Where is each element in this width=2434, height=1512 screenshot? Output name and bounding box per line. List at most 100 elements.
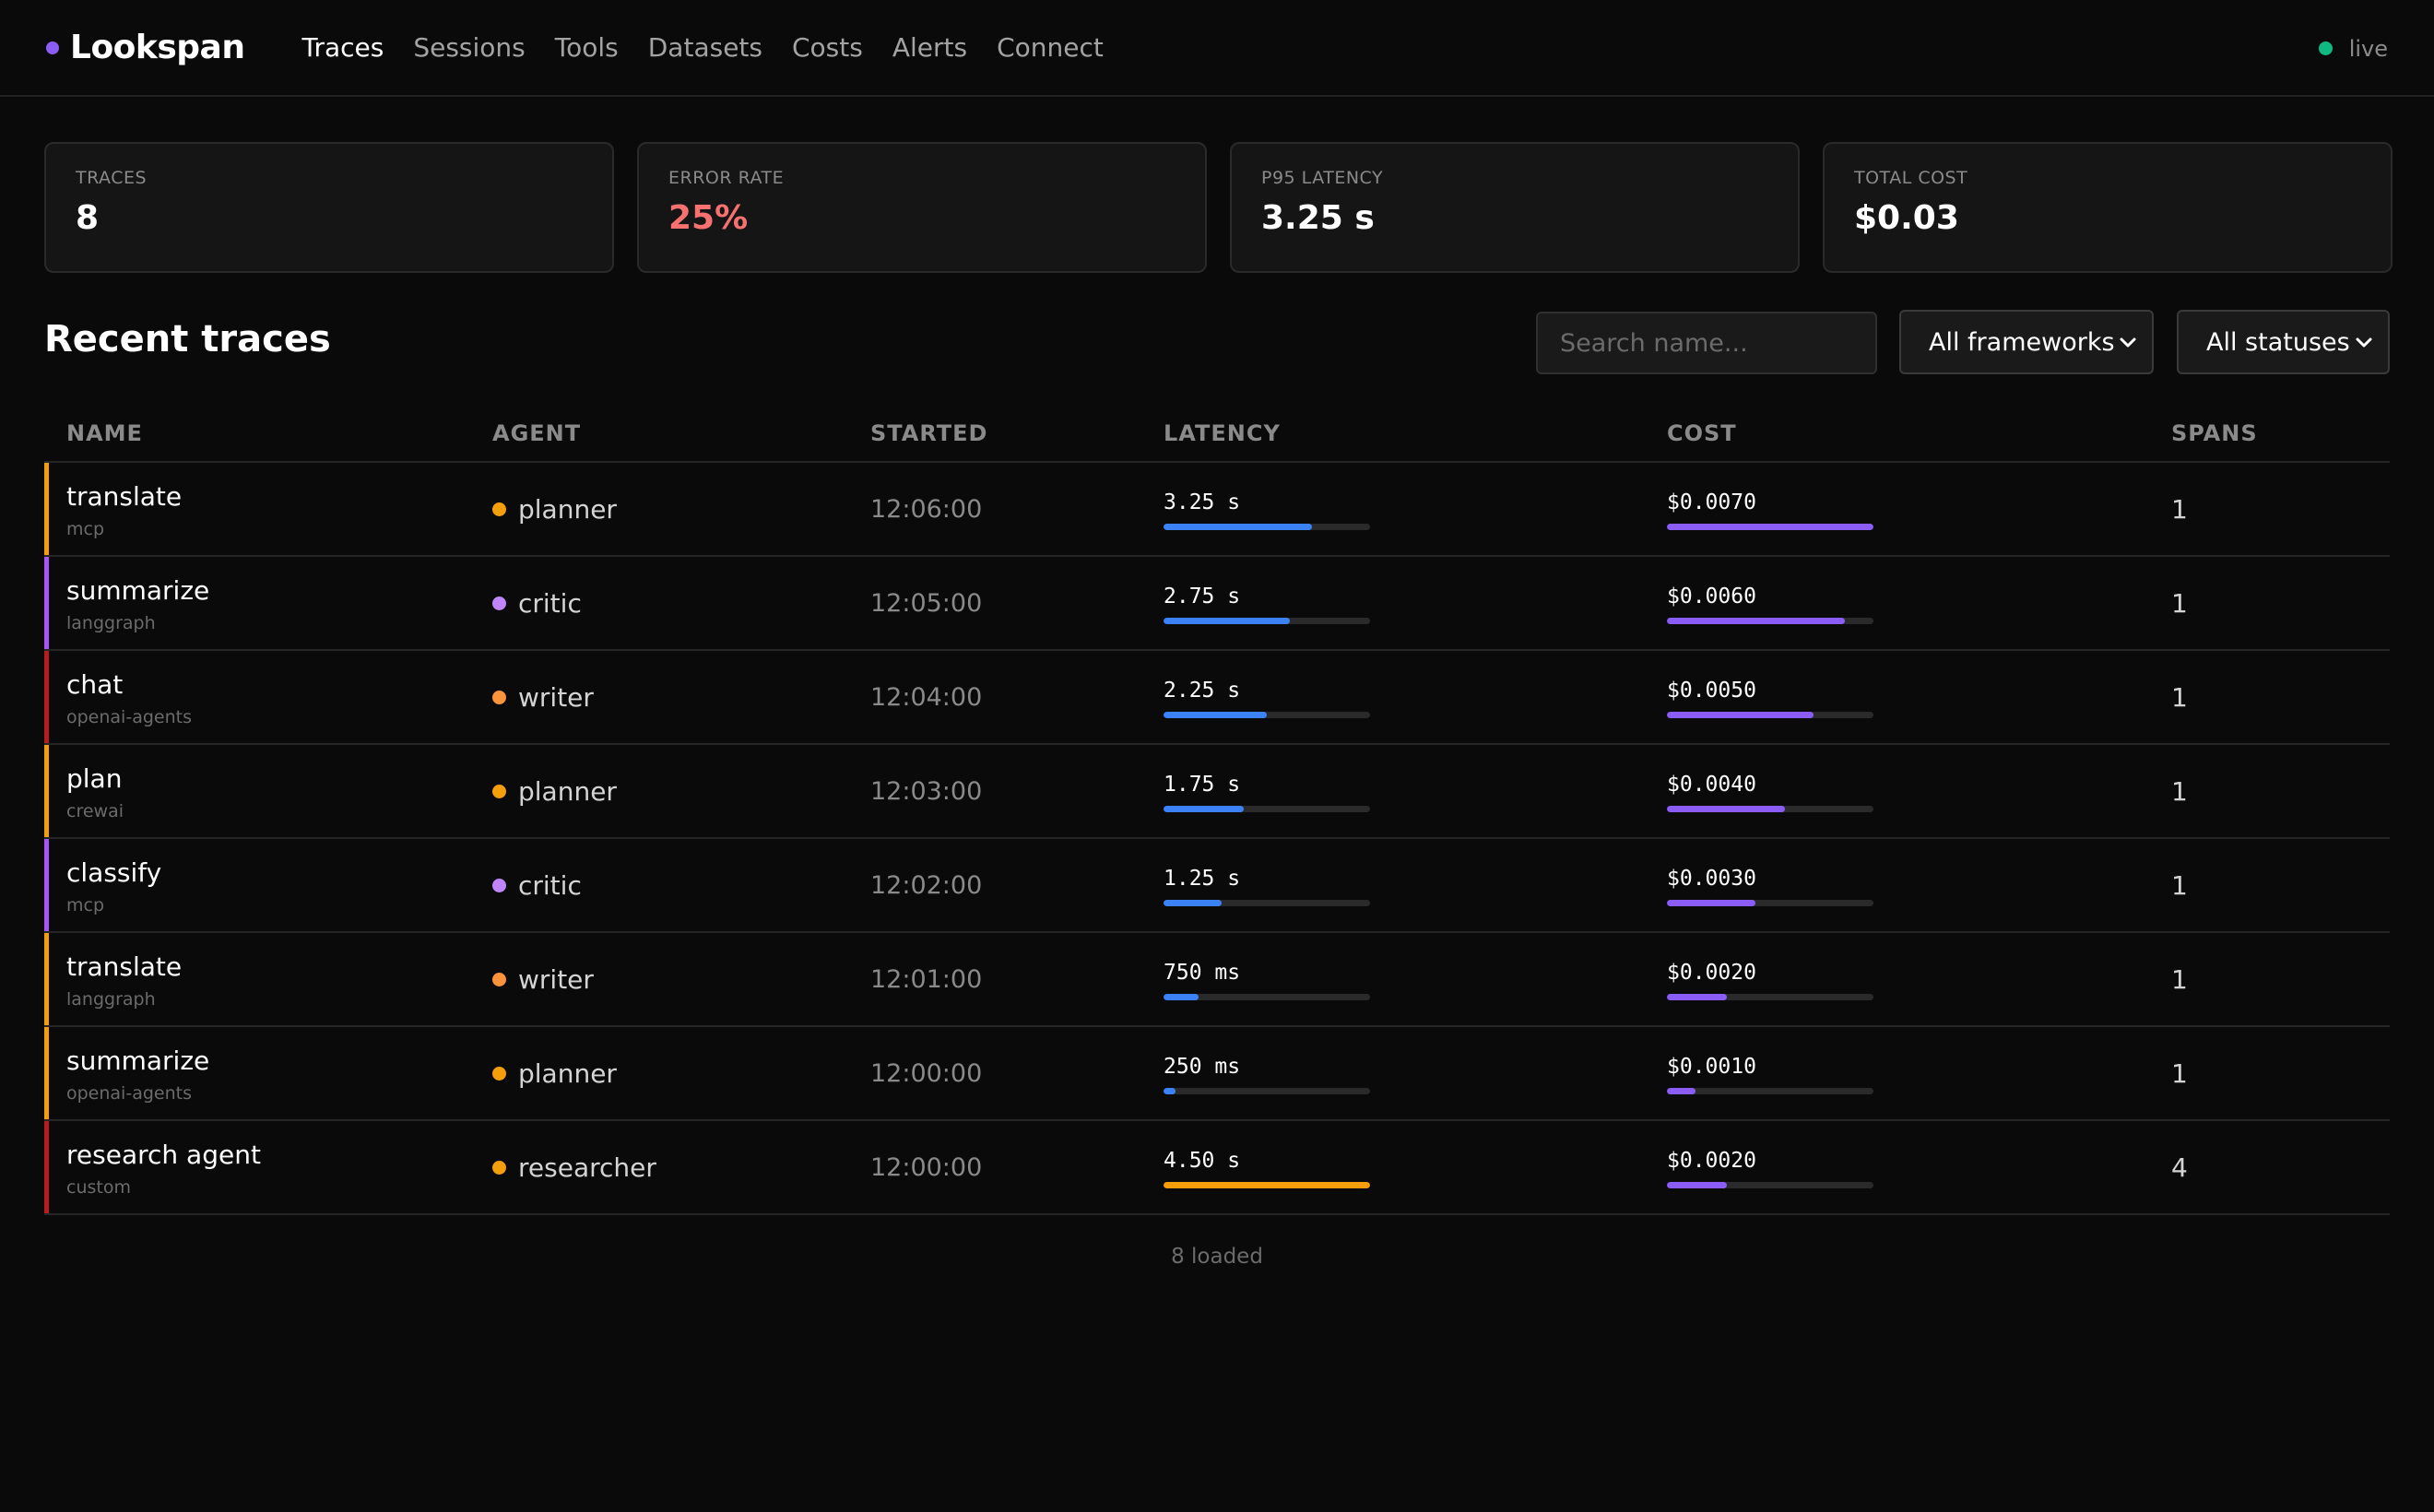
nav-item-datasets[interactable]: Datasets (647, 32, 762, 63)
trace-name-cell[interactable]: chat openai-agents (66, 669, 192, 727)
trace-framework: custom (66, 1177, 131, 1198)
latency-bar-track (1164, 900, 1370, 906)
agent-cell: critic (492, 839, 582, 931)
trace-name-cell[interactable]: classify mcp (66, 857, 161, 915)
trace-name-cell[interactable]: summarize openai-agents (66, 1045, 209, 1104)
latency-value: 4.50 s (1164, 1149, 1241, 1173)
chevron-down-icon (2120, 337, 2136, 348)
section-title: Recent traces (44, 318, 331, 360)
table-row[interactable]: chat openai-agents writer 12:04:00 2.25 s $0.… (44, 651, 2390, 745)
trace-name[interactable]: translate (66, 481, 183, 512)
trace-name[interactable]: summarize (66, 1045, 210, 1076)
stat-label: TRACES (76, 168, 148, 188)
latency-cell: 1.75 s (1164, 773, 1370, 812)
cost-bar (1667, 900, 1756, 906)
trace-name-cell[interactable]: translate mcp (66, 481, 182, 539)
status-accent-bar (44, 651, 49, 743)
cost-cell: $0.0040 (1667, 773, 1873, 812)
latency-bar (1164, 524, 1313, 530)
latency-cell: 3.25 s (1164, 490, 1370, 530)
table-row[interactable]: translate mcp planner 12:06:00 3.25 s $0.0070… (44, 463, 2390, 557)
stat-card-total-cost: TOTAL COST $0.03 (1823, 142, 2393, 273)
live-status: live (2318, 0, 2388, 97)
trace-framework: openai-agents (66, 1083, 192, 1104)
cost-value: $0.0050 (1667, 679, 1756, 703)
trace-name-cell[interactable]: translate langgraph (66, 951, 182, 1010)
agent-name: writer (518, 681, 594, 713)
search-input[interactable] (1536, 312, 1877, 374)
agent-cell: researcher (492, 1121, 656, 1213)
cost-value: $0.0020 (1667, 961, 1756, 985)
top-bar: Lookspan Traces Sessions Tools Datasets … (0, 0, 2434, 97)
trace-name[interactable]: chat (66, 669, 124, 700)
stat-label: TOTAL COST (1854, 168, 1968, 188)
cost-bar (1667, 1088, 1696, 1094)
cost-bar (1667, 712, 1814, 718)
trace-name[interactable]: summarize (66, 575, 210, 606)
status-filter-select[interactable]: All statuses (2177, 310, 2390, 374)
trace-name-cell[interactable]: plan crewai (66, 763, 124, 821)
latency-bar (1164, 806, 1245, 812)
latency-bar (1164, 712, 1267, 718)
table-row[interactable]: plan crewai planner 12:03:00 1.75 s $0.0040 1 (44, 745, 2390, 839)
cost-bar-track (1667, 806, 1873, 812)
column-header-name[interactable]: NAME (66, 420, 143, 446)
table-row[interactable]: research agent custom researcher 12:00:00 4.… (44, 1121, 2390, 1215)
table-row[interactable]: summarize langgraph critic 12:05:00 2.75 s $0… (44, 557, 2390, 651)
column-header-latency[interactable]: LATENCY (1164, 420, 1281, 446)
main-nav: Traces Sessions Tools Datasets Costs Ale… (272, 32, 1103, 63)
trace-name[interactable]: translate (66, 951, 183, 982)
started-time: 12:00:00 (870, 1058, 983, 1088)
status-accent-bar (44, 1027, 49, 1119)
stat-label: P95 LATENCY (1261, 168, 1384, 188)
cost-cell: $0.0070 (1667, 490, 1873, 530)
nav-item-sessions[interactable]: Sessions (413, 32, 526, 63)
spans-count: 1 (2171, 963, 2188, 995)
status-accent-bar (44, 745, 49, 837)
agent-dot-icon (492, 596, 506, 610)
cost-cell: $0.0050 (1667, 679, 1873, 718)
latency-value: 750 ms (1164, 961, 1241, 985)
column-header-spans[interactable]: SPANS (2171, 420, 2258, 446)
trace-name[interactable]: classify (66, 857, 162, 888)
nav-item-costs[interactable]: Costs (792, 32, 863, 63)
column-header-started[interactable]: STARTED (870, 420, 988, 446)
nav-item-connect[interactable]: Connect (997, 32, 1104, 63)
cost-value: $0.0010 (1667, 1055, 1756, 1079)
latency-bar (1164, 1182, 1370, 1188)
cost-bar-track (1667, 900, 1873, 906)
trace-name-cell[interactable]: research agent custom (66, 1140, 261, 1198)
trace-name[interactable]: plan (66, 763, 123, 794)
nav-item-tools[interactable]: Tools (554, 32, 619, 63)
trace-name[interactable]: research agent (66, 1140, 261, 1170)
column-header-agent[interactable]: AGENT (492, 420, 582, 446)
table-row[interactable]: translate langgraph writer 12:01:00 750 ms $0… (44, 933, 2390, 1027)
latency-value: 1.25 s (1164, 867, 1241, 891)
status-accent-bar (44, 839, 49, 931)
agent-name: planner (518, 775, 617, 807)
agent-cell: critic (492, 557, 582, 649)
status-accent-bar (44, 557, 49, 649)
latency-bar-track (1164, 524, 1370, 530)
latency-value: 1.75 s (1164, 773, 1241, 797)
agent-dot-icon (492, 690, 506, 704)
brand-name: Lookspan (70, 29, 245, 66)
cost-value: $0.0020 (1667, 1149, 1756, 1173)
trace-framework: crewai (66, 801, 124, 821)
latency-bar-track (1164, 806, 1370, 812)
agent-name: planner (518, 1057, 617, 1089)
table-row[interactable]: summarize openai-agents planner 12:00:00 250… (44, 1027, 2390, 1121)
latency-cell: 2.75 s (1164, 585, 1370, 624)
nav-item-alerts[interactable]: Alerts (892, 32, 968, 63)
nav-item-traces[interactable]: Traces (301, 32, 384, 63)
agent-dot-icon (492, 1160, 506, 1175)
trace-name-cell[interactable]: summarize langgraph (66, 575, 209, 633)
stat-card-error-rate: ERROR RATE 25% (637, 142, 1207, 273)
framework-filter-select[interactable]: All frameworks (1899, 310, 2154, 374)
table-row[interactable]: classify mcp critic 12:02:00 1.25 s $0.0030 1 (44, 839, 2390, 933)
agent-dot-icon (492, 784, 506, 798)
latency-cell: 250 ms (1164, 1055, 1370, 1094)
table-body: translate mcp planner 12:06:00 3.25 s $0.0070… (44, 463, 2390, 1215)
column-header-cost[interactable]: COST (1667, 420, 1737, 446)
brand[interactable]: Lookspan (46, 29, 245, 66)
